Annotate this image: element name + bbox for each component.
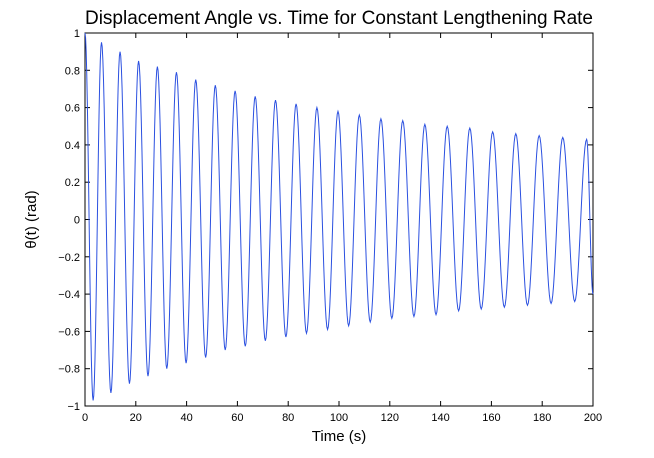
x-tick-label: 40 — [180, 412, 192, 424]
y-tick-label: −1 — [67, 401, 80, 413]
x-tick-label: 100 — [330, 412, 348, 424]
y-tick-label: 0.6 — [65, 103, 80, 115]
y-tick-label: −0.8 — [58, 364, 80, 376]
y-tick-label: 0.8 — [65, 65, 80, 77]
y-axis-label: θ(t) (rad) — [23, 190, 40, 248]
x-axis-label: Time (s) — [312, 428, 366, 445]
chart-title: Displacement Angle vs. Time for Constant… — [85, 8, 593, 29]
x-tick-label: 60 — [231, 412, 243, 424]
y-tick-label: −0.6 — [58, 326, 80, 338]
x-tick-label: 180 — [533, 412, 551, 424]
y-tick-label: 0.2 — [65, 177, 80, 189]
x-tick-label: 120 — [381, 412, 399, 424]
axis-ticks: 0 20 40 60 80 100 120 140 160 180 200 −1 −0.8 −0.6 −0.… — [58, 28, 602, 424]
y-tick-label: −0.4 — [58, 289, 80, 301]
y-tick-label: −0.2 — [58, 252, 80, 264]
y-tick-label: 0.4 — [65, 140, 80, 152]
x-tick-label: 160 — [482, 412, 500, 424]
y-tick-label: 0 — [74, 215, 80, 227]
x-tick-label: 200 — [584, 412, 602, 424]
x-tick-label: 80 — [282, 412, 294, 424]
series-line-theta — [84, 32, 594, 401]
x-tick-label: 0 — [82, 412, 88, 424]
series-group — [84, 32, 594, 401]
x-tick-label: 20 — [130, 412, 142, 424]
plot-area — [84, 32, 594, 407]
x-tick-label: 140 — [431, 412, 449, 424]
y-tick-label: 1 — [74, 28, 80, 40]
